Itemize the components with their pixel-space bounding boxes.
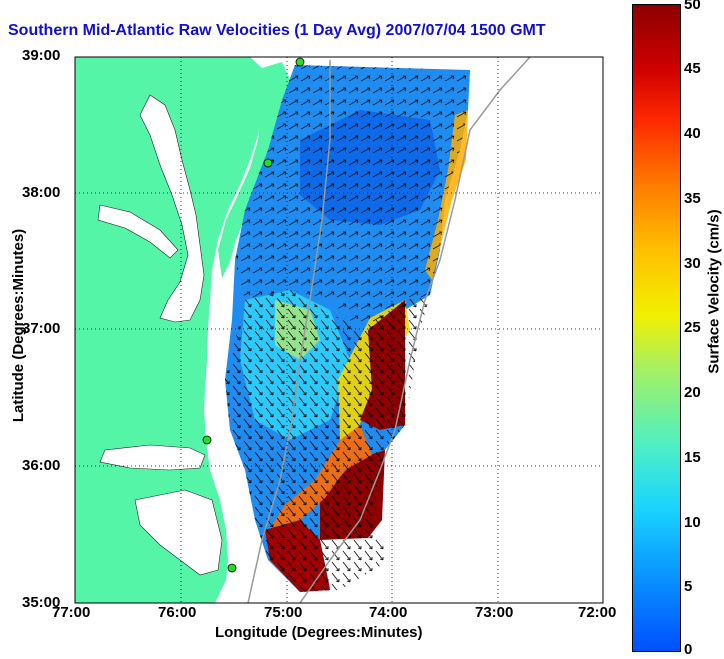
colorbar-label: Surface Velocity (cm/s) — [705, 209, 723, 374]
velocity-vectors — [235, 65, 470, 330]
chesapeake-bay — [139, 94, 205, 323]
land-delmarva — [218, 62, 290, 278]
x-axis-label: Longitude (Degrees:Minutes) — [215, 624, 423, 641]
colorbar-tick-30: 30 — [684, 255, 701, 272]
colorbar-tick-35: 35 — [684, 190, 701, 207]
bathymetry-contour-shallow — [247, 60, 331, 603]
colorbar-tick-25: 25 — [684, 319, 701, 336]
y-axis-label: Latitude (Degrees:Minutes) — [10, 228, 28, 423]
y-tick-37: 37:00 — [22, 320, 61, 337]
x-tick-77: 77:00 — [52, 604, 91, 621]
map-title: Southern Mid-Atlantic Raw Velocities (1 … — [8, 22, 546, 39]
y-tick-38: 38:00 — [22, 184, 61, 201]
radar-sites — [202, 57, 305, 573]
colorbar-tick-45: 45 — [684, 60, 701, 77]
colorbar-tick-15: 15 — [684, 449, 701, 466]
colorbar-tick-10: 10 — [684, 514, 701, 531]
x-tick-72: 72:00 — [578, 604, 617, 621]
colorbar-tick-20: 20 — [684, 384, 701, 401]
colorbar-tick-40: 40 — [684, 125, 701, 142]
bathymetry-contour-deep — [299, 57, 531, 603]
x-tick-74: 74:00 — [369, 604, 408, 621]
colorbar — [632, 4, 681, 652]
colorbar-tick-5: 5 — [684, 578, 693, 595]
pamlico-sound — [134, 489, 223, 576]
y-tick-36: 36:00 — [22, 457, 61, 474]
potomac-river — [97, 204, 179, 259]
x-tick-75: 75:00 — [264, 604, 303, 621]
grid-lines — [75, 57, 603, 603]
x-tick-73: 73:00 — [475, 604, 514, 621]
y-tick-35: 35:00 — [22, 594, 61, 611]
y-tick-39: 39:00 — [22, 47, 61, 64]
albemarle-sound — [99, 444, 206, 471]
velocity-vectors-south — [225, 290, 430, 592]
colorbar-tick-50: 50 — [684, 0, 701, 13]
x-tick-76: 76:00 — [158, 604, 197, 621]
colorbar-tick-0: 0 — [684, 641, 693, 658]
